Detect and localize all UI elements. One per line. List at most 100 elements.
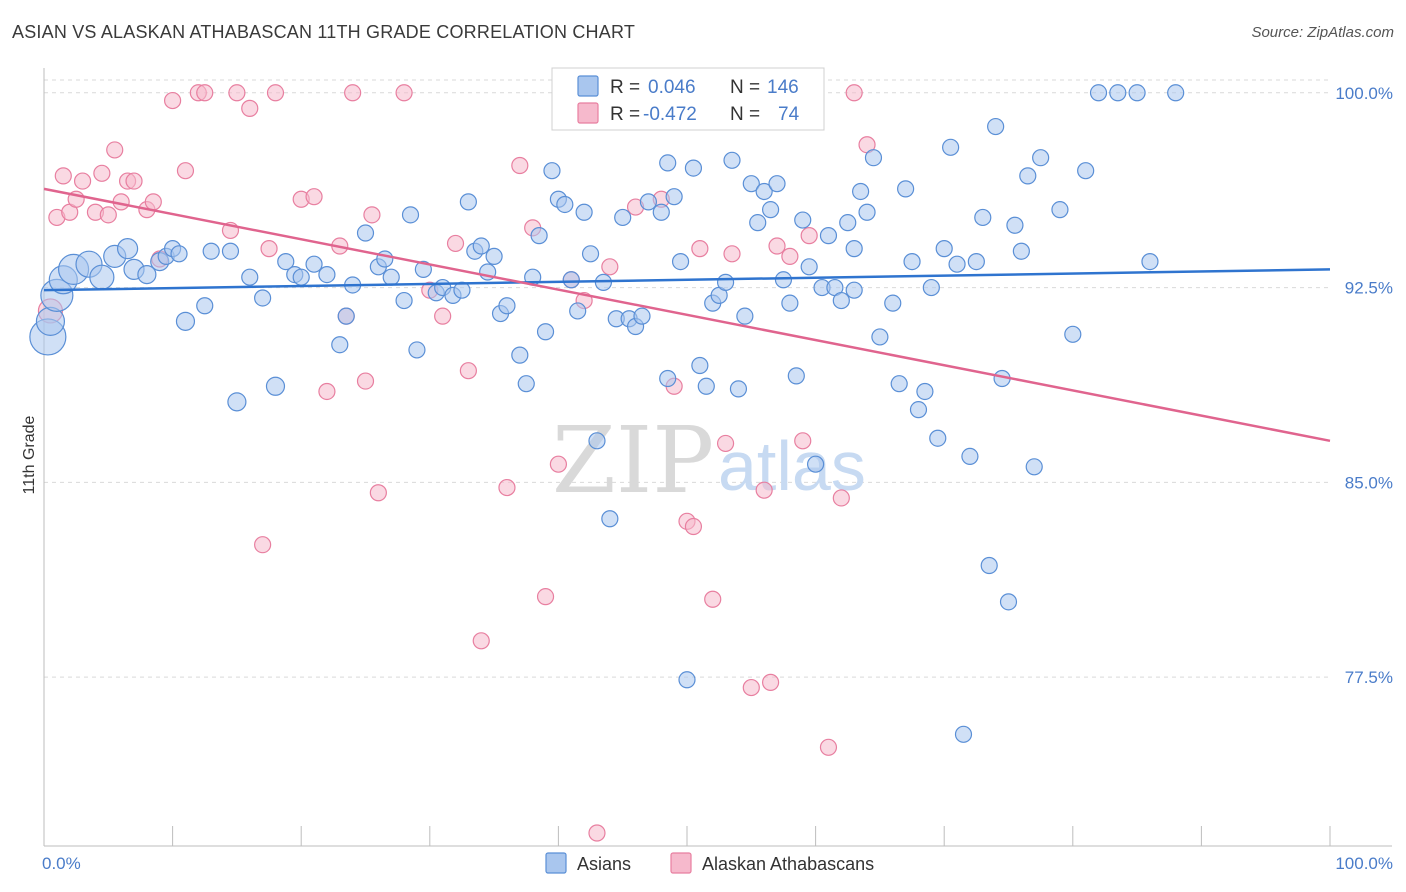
alaskan-athabascans-point	[369, 484, 387, 502]
asians-point	[414, 260, 432, 278]
alaskan-athabascans-point	[536, 588, 555, 606]
alaskan-athabascans-point	[768, 237, 786, 255]
alaskan-athabascans-point	[196, 84, 214, 102]
y-axis-label: 11th Grade	[21, 415, 38, 494]
asians-point	[1019, 167, 1037, 185]
alaskan-athabascans-point	[106, 141, 124, 159]
asians-point	[916, 382, 934, 401]
bottom-legend-label-asians: Asians	[577, 854, 631, 874]
x-tick-label: 100.0%	[1335, 854, 1393, 873]
asians-point	[137, 264, 157, 285]
asians-point	[1141, 253, 1159, 271]
chart-title: ASIAN VS ALASKAN ATHABASCAN 11TH GRADE C…	[12, 22, 636, 42]
asians-point	[530, 227, 548, 245]
alaskan-athabascans-point	[832, 489, 850, 507]
axes	[43, 68, 1392, 847]
asians-point	[858, 203, 876, 221]
bottom-legend-swatch-alaskan-athabascans	[670, 852, 692, 874]
asians-point	[665, 188, 683, 206]
alaskan-athabascans-point	[601, 258, 619, 276]
asians-point	[356, 224, 375, 242]
asians-point	[459, 193, 477, 211]
asians-point	[761, 201, 780, 219]
asians-point	[175, 311, 196, 331]
x-tick-labels: 0.0% 100.0%	[42, 854, 1393, 873]
asians-point	[768, 175, 786, 193]
alaskan-athabascans-point	[125, 172, 143, 190]
alaskan-athabascans-point	[704, 590, 722, 608]
asians-point	[884, 294, 902, 312]
asians-point	[787, 367, 805, 385]
asians-point	[974, 208, 992, 227]
asians-point	[556, 195, 574, 214]
asians-point	[678, 671, 696, 689]
asians-point	[800, 258, 818, 276]
asians-point	[196, 297, 214, 315]
alaskan-athabascans-point	[761, 673, 780, 691]
asians-point	[1109, 84, 1127, 102]
asians-point	[980, 556, 998, 575]
asians-point	[221, 242, 240, 260]
asians-point	[987, 117, 1005, 136]
y-tick-label: 100.0%	[1335, 84, 1393, 103]
legend-swatch-alaskan-athabascans	[577, 102, 599, 124]
asians-point	[942, 138, 960, 156]
watermark-zip: ZIP	[552, 407, 714, 514]
alaskan-athabascans-point	[363, 206, 381, 224]
alaskan-athabascans-point	[691, 240, 709, 258]
asians-point	[588, 432, 606, 450]
asians-point	[408, 341, 426, 359]
asians-point	[498, 297, 516, 315]
asians-point	[781, 294, 799, 312]
asians-point	[511, 346, 529, 364]
alaskan-athabascans-point	[356, 372, 375, 390]
asians-point	[890, 375, 908, 393]
asians-point	[170, 245, 188, 263]
legend-n-value-asians: 146	[767, 77, 799, 98]
asians-point	[337, 307, 355, 325]
asians-point	[659, 369, 677, 388]
legend-n-label-asians: N =	[730, 77, 760, 98]
series-asians-points	[29, 84, 1185, 743]
alaskan-athabascans-point	[459, 362, 477, 380]
alaskan-athabascans-point	[472, 632, 490, 650]
asians-point	[1006, 216, 1024, 234]
asians-point	[536, 323, 555, 341]
asians-point	[485, 247, 503, 266]
x-tick-label: 0.0%	[42, 854, 81, 873]
asians-point	[292, 268, 310, 286]
asians-point	[671, 253, 690, 271]
alaskan-athabascans-point	[588, 824, 606, 842]
y-tick-label: 85.0%	[1345, 473, 1393, 492]
legend-r-label-asians: R =	[610, 77, 640, 98]
asians-point	[742, 175, 760, 193]
legend-n-value-alaskan-athabascans: 74	[778, 104, 800, 125]
alaskan-athabascans-point	[164, 91, 182, 110]
asians-point	[318, 265, 336, 284]
asians-point	[1012, 242, 1030, 260]
asians-point	[382, 268, 400, 286]
asians-point	[999, 593, 1018, 611]
asians-point	[581, 245, 600, 263]
asians-point	[684, 159, 703, 177]
asians-point	[723, 151, 741, 169]
alaskan-athabascans-point	[781, 247, 799, 266]
asians-point	[736, 307, 754, 325]
alaskan-athabascans-point	[318, 382, 336, 401]
chart-source: Source: ZipAtlas.com	[1251, 24, 1394, 41]
asians-point	[948, 255, 966, 273]
legend-swatch-asians	[577, 75, 599, 97]
alaskan-athabascans-point	[511, 156, 529, 175]
asians-point	[845, 281, 863, 299]
asians-point	[961, 447, 979, 466]
alaskan-athabascans-point	[684, 517, 703, 536]
asians-point	[1051, 201, 1069, 219]
asians-point	[755, 182, 773, 201]
alaskan-athabascans-point	[845, 84, 863, 102]
asians-point	[903, 253, 921, 271]
asians-point	[305, 255, 323, 273]
series-legend: Asians Alaskan Athabascans	[545, 852, 874, 874]
alaskan-athabascans-point	[54, 167, 72, 185]
legend-r-value-asians: 0.046	[648, 77, 696, 98]
alaskan-athabascans-point	[395, 84, 413, 102]
